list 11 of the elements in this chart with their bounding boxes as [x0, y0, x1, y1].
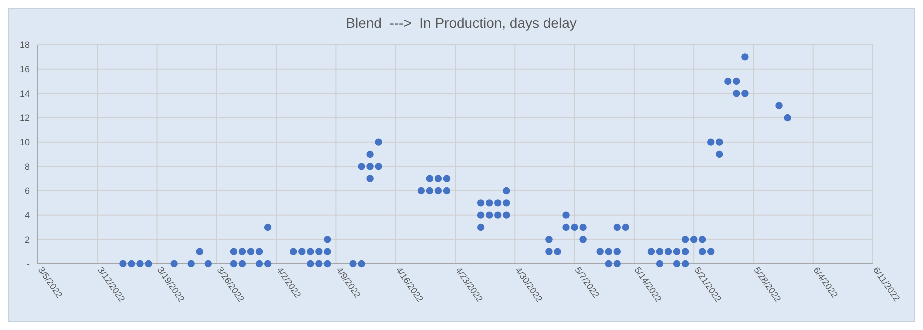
y-tick-label: 16 — [20, 64, 30, 74]
chart-title: Blend ---> In Production, days delay — [346, 15, 577, 31]
y-tick-label: 2 — [24, 234, 30, 245]
y-tick-label: - — [27, 259, 30, 270]
y-tick-label: 18 — [20, 40, 30, 50]
y-tick-label: 14 — [20, 88, 30, 99]
y-tick-label: 8 — [24, 162, 30, 172]
y-tick-label: 4 — [24, 210, 30, 220]
y-tick-label: 10 — [20, 137, 30, 148]
y-tick-label: 12 — [20, 113, 30, 124]
y-tick-label: 6 — [24, 186, 30, 196]
